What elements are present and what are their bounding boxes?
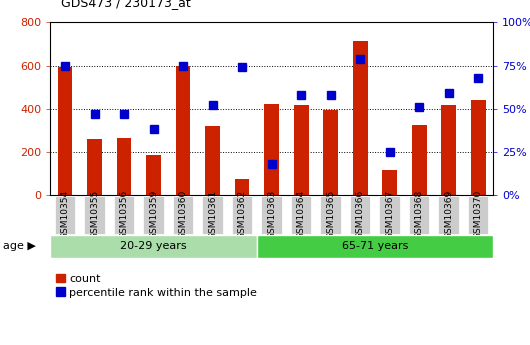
Text: GSM10359: GSM10359 [149, 190, 158, 239]
Text: age ▶: age ▶ [3, 241, 36, 251]
Text: GSM10356: GSM10356 [120, 190, 129, 239]
FancyBboxPatch shape [350, 196, 370, 234]
Bar [412, 125, 427, 195]
Text: GSM10362: GSM10362 [237, 190, 246, 239]
Text: GSM10369: GSM10369 [444, 190, 453, 239]
Text: GSM10360: GSM10360 [179, 190, 188, 239]
FancyBboxPatch shape [320, 196, 341, 234]
Text: GSM10367: GSM10367 [385, 190, 394, 239]
Legend: count, percentile rank within the sample: count, percentile rank within the sample [56, 274, 257, 297]
Text: GSM10364: GSM10364 [297, 190, 306, 239]
Bar [58, 67, 73, 195]
Text: GSM10363: GSM10363 [267, 190, 276, 239]
Text: 20-29 years: 20-29 years [120, 241, 187, 251]
Text: GDS473 / 230173_at: GDS473 / 230173_at [61, 0, 191, 9]
Text: GSM10365: GSM10365 [326, 190, 335, 239]
Bar [176, 66, 190, 195]
Text: GSM10355: GSM10355 [90, 190, 99, 239]
Bar [382, 170, 397, 195]
Bar [117, 138, 131, 195]
Bar [471, 100, 485, 195]
Bar [87, 139, 102, 195]
FancyBboxPatch shape [114, 196, 135, 234]
Bar [353, 41, 367, 195]
FancyBboxPatch shape [173, 196, 193, 234]
FancyBboxPatch shape [438, 196, 459, 234]
Bar [323, 110, 338, 195]
Text: GSM10354: GSM10354 [60, 190, 69, 239]
FancyBboxPatch shape [409, 196, 429, 234]
Text: GSM10361: GSM10361 [208, 190, 217, 239]
FancyBboxPatch shape [291, 196, 312, 234]
Text: 65-71 years: 65-71 years [342, 241, 408, 251]
FancyBboxPatch shape [55, 196, 75, 234]
Bar [235, 179, 250, 195]
FancyBboxPatch shape [257, 235, 493, 258]
Bar [294, 106, 308, 195]
FancyBboxPatch shape [202, 196, 223, 234]
Text: GSM10368: GSM10368 [414, 190, 423, 239]
FancyBboxPatch shape [232, 196, 252, 234]
Text: GSM10366: GSM10366 [356, 190, 365, 239]
FancyBboxPatch shape [261, 196, 282, 234]
Bar [441, 106, 456, 195]
Bar [146, 155, 161, 195]
FancyBboxPatch shape [143, 196, 164, 234]
Bar [205, 126, 220, 195]
FancyBboxPatch shape [468, 196, 489, 234]
FancyBboxPatch shape [50, 235, 257, 258]
FancyBboxPatch shape [379, 196, 400, 234]
FancyBboxPatch shape [84, 196, 105, 234]
Text: GSM10370: GSM10370 [474, 190, 483, 239]
Bar [264, 104, 279, 195]
